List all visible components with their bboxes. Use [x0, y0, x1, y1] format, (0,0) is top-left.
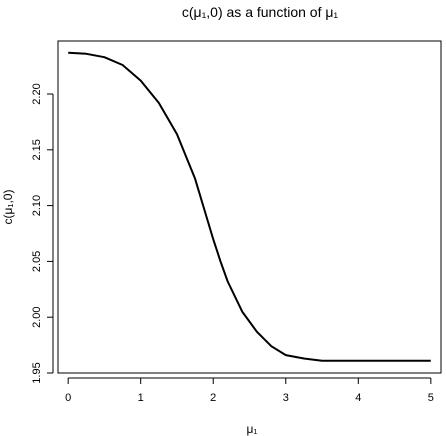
chart-title: c(μ₁,0) as a function of μ₁: [182, 4, 339, 20]
y-axis: 1.95 2.00 2.05 2.10 2.15 2.20: [31, 83, 54, 384]
x-axis: 0 1 2 3 4 5: [65, 377, 434, 404]
y-tick-label: 1.95: [31, 362, 43, 383]
series-layer: [68, 51, 431, 362]
y-tick-label: 2.20: [31, 83, 43, 104]
x-tick-label: 5: [428, 392, 434, 404]
x-tick-label: 4: [355, 392, 361, 404]
plot-frame: [57, 40, 442, 374]
x-tick-label: 0: [65, 392, 71, 404]
y-tick-label: 2.10: [31, 195, 43, 216]
x-tick-label: 3: [283, 392, 289, 404]
x-tick-label: 2: [210, 392, 216, 404]
x-axis-label: μ₁: [247, 422, 258, 436]
y-tick-label: 2.05: [31, 251, 43, 272]
y-tick-label: 2.15: [31, 139, 43, 160]
x-tick-label: 1: [138, 392, 144, 404]
y-axis-label: c(μ₁,0): [1, 190, 15, 225]
series-line: [68, 51, 431, 362]
y-tick-label: 2.00: [31, 306, 43, 327]
